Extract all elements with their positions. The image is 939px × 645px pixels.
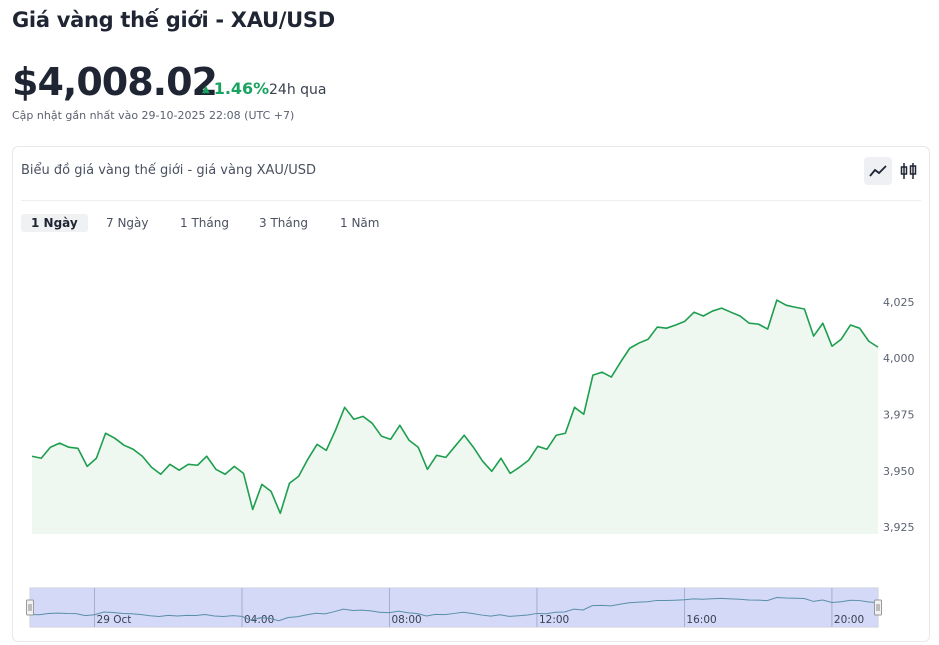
tab[interactable]: 1 Tháng xyxy=(180,216,229,230)
updated: Cập nhật gần nhất vào 29-10-2025 22:08 (… xyxy=(12,109,295,122)
y-tick-label: 4,025 xyxy=(883,296,915,309)
x-tick-label: 12:00 xyxy=(539,614,569,626)
x-tick-label: 20:00 xyxy=(834,614,864,626)
y-tick-label: 3,950 xyxy=(883,465,915,478)
navigator-handle xyxy=(874,599,882,616)
y-tick-label: 3,975 xyxy=(883,409,915,422)
change-value: 1.46% xyxy=(213,79,270,98)
y-tick-label: 4,000 xyxy=(883,352,915,365)
x-tick-label: 29 Oct xyxy=(97,614,132,626)
candle-icon xyxy=(900,163,917,179)
candle-chart-button[interactable] xyxy=(895,157,923,185)
line-icon xyxy=(869,165,887,177)
period: 24h qua xyxy=(269,82,327,98)
price: $4,008.02 xyxy=(12,60,218,104)
tab[interactable]: 1 Ngày xyxy=(21,214,88,232)
navigator-window xyxy=(30,588,878,627)
up-icon: ▲ xyxy=(202,84,210,95)
card-title: Biểu đồ giá vàng thế giới - giá vàng XAU… xyxy=(21,163,317,178)
x-tick-label: 16:00 xyxy=(686,614,716,626)
tab[interactable]: 3 Tháng xyxy=(259,216,308,230)
line-chart-button[interactable] xyxy=(864,157,892,185)
chart-card xyxy=(12,146,930,642)
page-title: Giá vàng thế giới - XAU/USD xyxy=(12,8,335,32)
navigator-handle xyxy=(26,599,34,616)
y-tick-label: 3,925 xyxy=(883,521,915,534)
area xyxy=(32,300,878,534)
navigator-line xyxy=(29,596,879,622)
change: ▲ 1.46% xyxy=(202,79,269,98)
price-line xyxy=(31,299,879,515)
tab[interactable]: 1 Năm xyxy=(340,216,380,230)
x-tick-label: 08:00 xyxy=(391,614,421,626)
separator xyxy=(21,200,921,201)
tab[interactable]: 7 Ngày xyxy=(106,216,149,230)
x-tick-label: 04:00 xyxy=(244,614,274,626)
